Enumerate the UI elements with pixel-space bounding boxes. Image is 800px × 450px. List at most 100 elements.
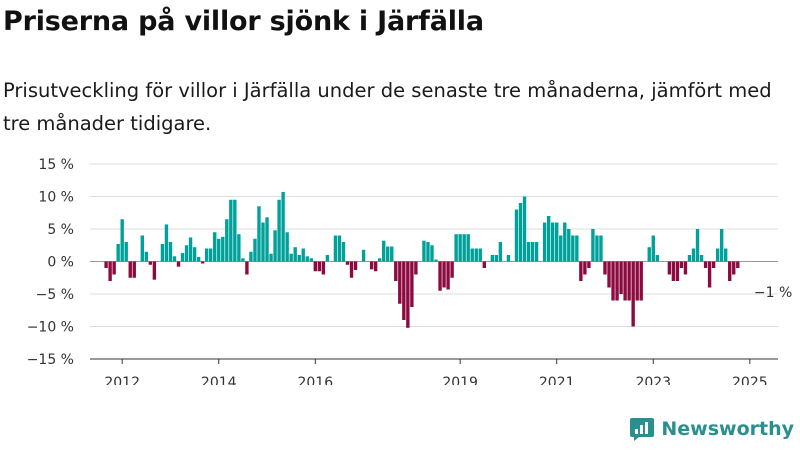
bar (559, 235, 563, 262)
bar (144, 251, 149, 262)
bars (104, 191, 740, 328)
bar (683, 261, 688, 275)
bar (229, 199, 233, 262)
bar (647, 247, 651, 262)
brand-logo: Newsworthy (629, 416, 794, 442)
bar (317, 261, 322, 272)
bar (575, 235, 579, 262)
bar (687, 255, 692, 262)
bar-chart: 15 %10 %5 %0 %−5 %−10 %−15 % 2012 2014 201… (27, 157, 793, 385)
bar (386, 246, 390, 262)
bar (627, 261, 631, 301)
y-tick-label: −5 % (36, 287, 74, 303)
bar (281, 191, 285, 262)
bar (293, 247, 297, 262)
bar (563, 222, 567, 262)
bar (273, 230, 277, 262)
bar (333, 235, 338, 262)
bar (506, 255, 511, 262)
bar (345, 261, 350, 265)
bar (724, 248, 728, 262)
bar (204, 248, 209, 262)
bar (691, 248, 696, 262)
x-tick-label: 2019 (442, 375, 478, 385)
bar (321, 261, 326, 275)
bar (522, 196, 527, 262)
x-tick-label: 2014 (201, 375, 237, 385)
bar (233, 199, 237, 262)
bar (583, 261, 587, 275)
bar (180, 253, 185, 262)
bar (434, 259, 438, 262)
bar (728, 261, 732, 281)
bar (410, 261, 414, 307)
bar (257, 206, 261, 262)
bar (711, 261, 716, 268)
bar (192, 247, 197, 262)
bar (261, 222, 265, 262)
bar (454, 234, 458, 262)
bar (313, 261, 317, 272)
bar (478, 248, 482, 262)
bar (414, 261, 418, 275)
bar (373, 261, 378, 272)
bar (462, 234, 466, 262)
bar (430, 245, 434, 262)
bar (699, 255, 704, 262)
bar (394, 261, 398, 281)
bar (112, 261, 116, 275)
bar (277, 199, 281, 262)
bar (494, 255, 499, 262)
bar (265, 217, 269, 262)
bar (542, 222, 547, 262)
bar (104, 261, 108, 268)
bar (168, 242, 173, 262)
bar (406, 261, 410, 328)
bar (253, 238, 257, 262)
bar (470, 248, 474, 262)
newsworthy-logo-icon (630, 418, 655, 441)
x-axis: 2012 2014 2016 2019 2021 2023 2025 (90, 358, 778, 385)
bar (438, 261, 442, 291)
x-tick-label: 2025 (732, 375, 768, 385)
bar (719, 229, 724, 262)
bar (551, 222, 555, 262)
bar (398, 261, 402, 304)
bar (591, 229, 595, 262)
bar (466, 234, 470, 262)
bar (595, 235, 599, 262)
bar (715, 248, 720, 262)
bar (607, 261, 611, 288)
bar (422, 240, 426, 262)
bar (599, 235, 603, 262)
brand-name: Newsworthy (661, 418, 794, 440)
chart-subtitle: Prisutveckling för villor i Järfälla und… (3, 79, 772, 135)
bar (703, 261, 708, 268)
bar (108, 261, 112, 281)
bar (651, 235, 655, 262)
bar (128, 261, 132, 278)
bar (184, 245, 189, 262)
bar (221, 236, 225, 262)
bar (120, 219, 124, 262)
x-tick-label: 2012 (104, 375, 140, 385)
bar (245, 261, 249, 275)
bar (518, 203, 523, 262)
bar (639, 261, 643, 301)
bar (579, 261, 583, 281)
y-tick-label: 5 % (47, 222, 74, 238)
bar (377, 258, 382, 262)
bar (349, 261, 354, 278)
x-tick-label: 2023 (635, 375, 671, 385)
bar (671, 261, 676, 281)
bar (490, 255, 495, 262)
bar (309, 258, 313, 262)
bar (301, 248, 305, 262)
bar (285, 232, 289, 262)
bar (611, 261, 615, 301)
bar (707, 261, 712, 288)
bar (237, 234, 241, 262)
annotations: −1 % (754, 285, 792, 301)
bar (152, 261, 157, 280)
bar (132, 261, 136, 278)
